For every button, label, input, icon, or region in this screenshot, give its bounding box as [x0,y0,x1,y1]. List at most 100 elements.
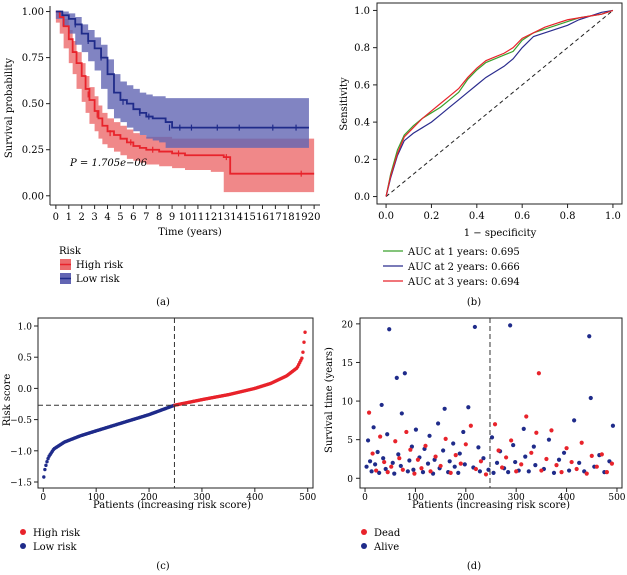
surv-point-dead [609,461,615,466]
surv-point-dead [415,457,421,462]
surv-point-dead [574,466,579,472]
surv-x-tick-label: 500 [608,493,625,503]
surv-point-alive [399,411,404,416]
risk-legend-high-marker [20,529,26,535]
panel-label-b: (b) [467,297,481,308]
surv-point-dead [534,430,539,435]
km-y-tick-label: 0.00 [22,191,44,202]
km-legend-title: Risk [59,246,82,257]
surv-point-alive [577,460,582,465]
surv-point-alive [456,470,461,475]
km-curve-high [55,10,315,175]
surv-point-alive [491,470,496,475]
roc-x-tick-label: 0.4 [469,211,485,222]
surv-point-alive [526,469,531,474]
km-y-tick-label: 0.25 [22,145,44,156]
surv-point-dead [419,466,424,471]
roc-curve-2-years [385,9,614,197]
km-x-tick-label: 15 [243,212,256,223]
risk-x-label: Patients (increasing risk score) [93,500,251,511]
km-x-tick-label: 3 [91,212,97,223]
surv-point-alive [452,464,457,469]
surv-point-alive [466,405,471,410]
km-x-tick-label: 5 [117,212,123,223]
surv-frame [359,317,623,489]
roc-x-tick-label: 1.0 [605,211,621,222]
surv-point-dead [473,466,478,472]
surv-point-alive [531,444,536,449]
surv-point-alive [371,425,376,430]
surv-point-alive [561,450,567,455]
roc-legend-2-label: AUC at 2 years: 0.666 [407,262,520,273]
km-x-tick-label: 20 [308,212,321,223]
surv-point-alive [477,469,483,474]
surv-point-alive [435,421,441,426]
surv-point-dead [370,451,375,456]
risk-point-low [42,475,46,479]
surv-point-dead [569,459,574,465]
surv-point-dead [519,462,524,467]
risk-legend-low-label: Low risk [33,542,78,553]
surv-point-dead [433,454,438,459]
surv-point-alive [506,470,511,475]
surv-y-tick-label: 10 [342,398,354,408]
surv-point-alive [441,448,446,453]
risk-point-low [43,467,47,472]
surv-x-tick-label: 200 [457,493,474,503]
surv-point-dead [504,455,509,460]
surv-point-alive [533,463,538,468]
surv-point-dead [478,459,484,464]
surv-x-tick-label: 0 [362,493,368,503]
surv-point-alive [461,429,466,435]
surv-point-alive [383,466,388,472]
surv-point-dead [412,471,417,476]
surv-point-dead [378,434,383,439]
roc-diagonal-reference [385,10,614,197]
surv-point-dead [463,442,468,447]
surv-point-dead [564,446,569,451]
surv-point-alive [494,460,500,465]
surv-point-alive [551,470,557,475]
surv-point-dead [453,453,458,458]
surv-point-alive [425,461,431,466]
surv-point-dead [514,469,519,474]
surv-legend-dead-marker [361,529,367,535]
surv-point-dead [509,438,514,443]
surv-point-dead [483,472,489,477]
surv-point-alive [572,418,577,423]
surv-point-alive [513,459,518,465]
panel-c-risk-score-plot: 0 100 200 300 400 500 −1.5 −1.0 −0.5 0.0 0.5 1.0 P… [2,317,317,572]
surv-point-alive [402,371,407,376]
surv-x-tick-label: 100 [407,493,424,503]
surv-point-dead [382,459,387,465]
surv-point-dead [604,470,609,475]
km-x-tick-label: 7 [143,212,149,223]
risk-frame [37,317,314,489]
surv-point-dead [584,471,589,476]
surv-point-dead [448,470,453,475]
roc-legend-1-label: AUC at 1 years: 0.695 [407,247,520,258]
surv-legend-alive-label: Alive [373,542,399,553]
risk-x-tick-label: 300 [193,493,210,503]
roc-curve-1-years [385,9,614,197]
risk-x-tick-label: 0 [40,493,46,503]
roc-y-tick-label: 0.4 [354,118,370,129]
surv-point-alive [462,462,467,467]
surv-point-dead [544,456,549,462]
surv-point-alive [364,464,369,469]
surv-point-alive [556,457,562,462]
surv-point-alive [489,435,495,440]
surv-point-dead [589,453,594,458]
km-x-tick-label: 9 [169,212,175,223]
surv-point-alive [396,452,401,457]
roc-frame [376,2,623,205]
km-p-value: P = 1.705e−06 [69,158,148,169]
roc-x-tick-label: 0.0 [378,211,394,222]
risk-point-low [44,463,48,468]
roc-x-tick-label: 0.8 [560,211,576,222]
risk-y-tick-label: 1.0 [18,323,33,333]
surv-point-dead [599,452,604,457]
km-x-tick-label: 18 [282,212,295,223]
panel-label-a: (a) [156,297,170,308]
